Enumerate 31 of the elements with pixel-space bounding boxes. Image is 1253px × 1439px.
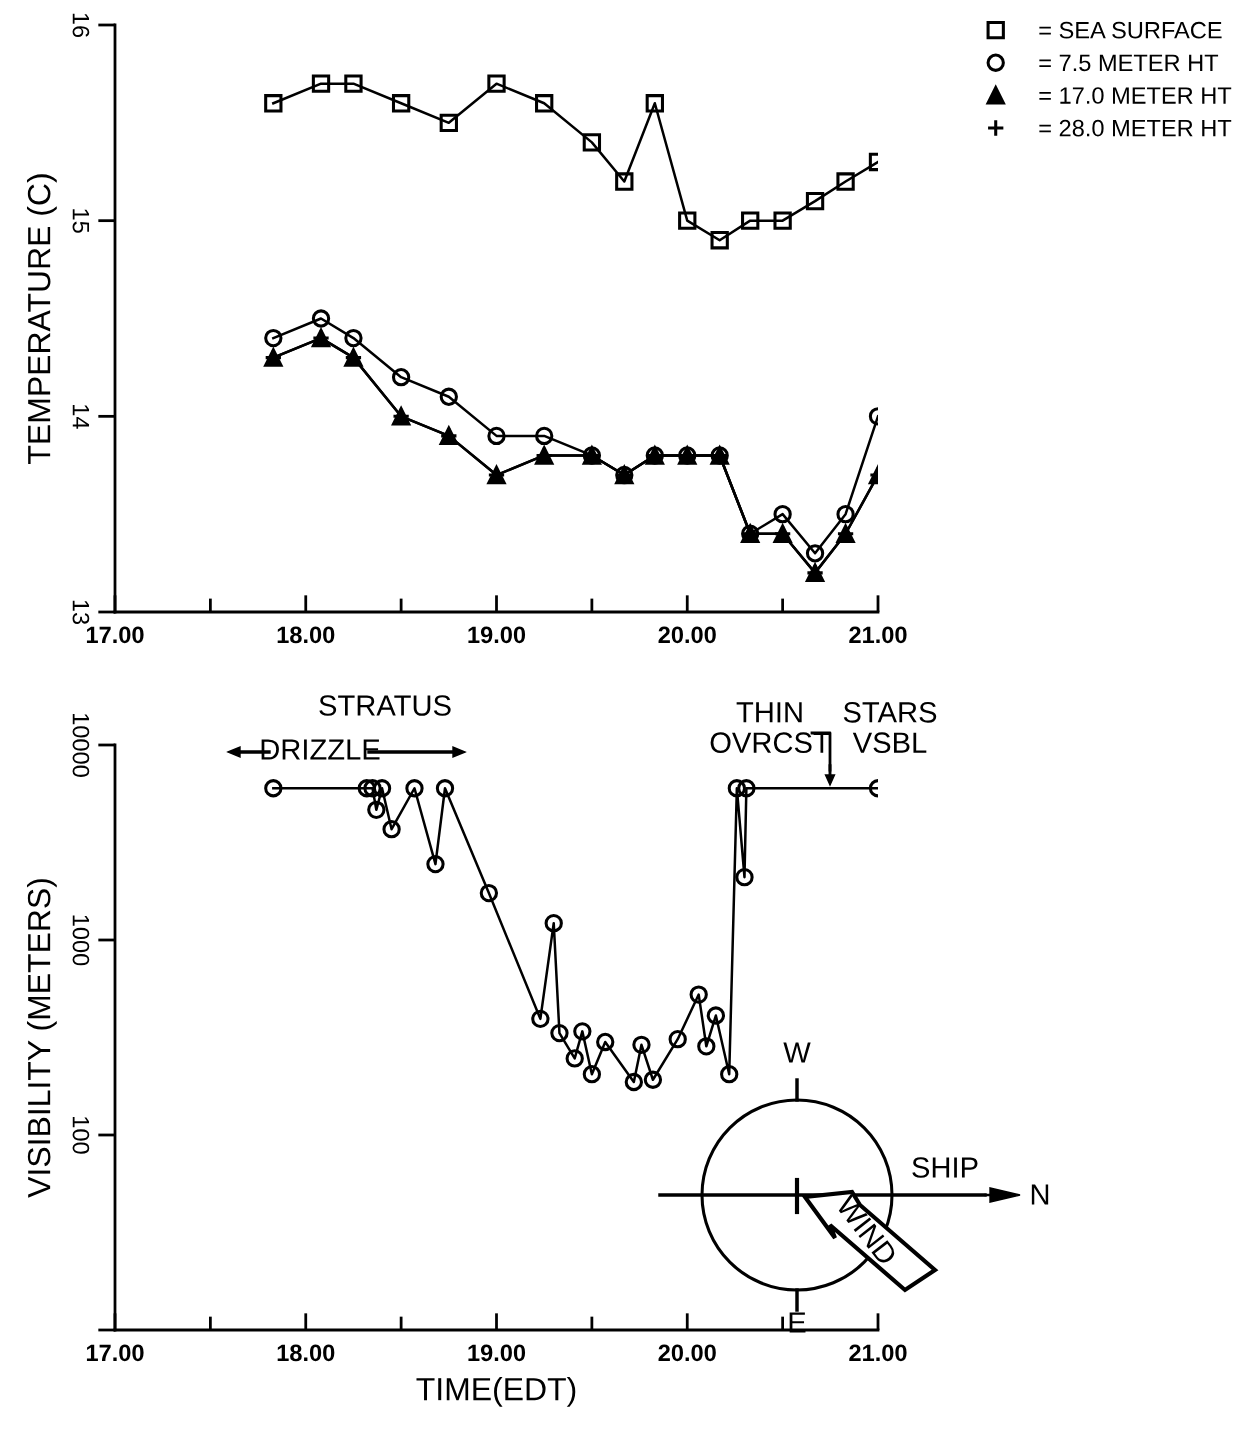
x-tick-label: 17.00 bbox=[86, 626, 144, 644]
x-tick-label: 21.00 bbox=[849, 626, 907, 644]
x-tick-label: 18.00 bbox=[277, 1344, 335, 1362]
y-axis-title: VISIBILITY (METERS) bbox=[26, 879, 57, 1198]
x-axis-title: TIME(EDT) bbox=[416, 1377, 576, 1407]
x-tick-label: 17.00 bbox=[86, 1344, 144, 1362]
y-tick-label: 15 bbox=[72, 209, 90, 233]
y-tick-label: 16 bbox=[72, 13, 90, 38]
x-tick-label: 21.00 bbox=[849, 1344, 907, 1362]
annotation: STARS VSBL bbox=[843, 702, 937, 754]
y-tick-label: 13 bbox=[72, 600, 90, 625]
text: STRATUS bbox=[319, 695, 451, 716]
x-tick-label: 19.00 bbox=[468, 626, 526, 644]
text: SHIP bbox=[912, 1157, 978, 1178]
annotation: W bbox=[783, 1042, 811, 1063]
x-tick-label: 20.00 bbox=[658, 626, 716, 644]
annotation: THIN OVRCST bbox=[710, 702, 831, 754]
y-tick-label: 10000 bbox=[72, 713, 90, 777]
text: N bbox=[1031, 1184, 1049, 1205]
x-tick-label: 19.00 bbox=[468, 1344, 526, 1362]
y-tick-label: 1000 bbox=[72, 915, 90, 966]
legend-label: = SEA SURFACE bbox=[1039, 21, 1222, 39]
x-tick-label: 20.00 bbox=[658, 1344, 716, 1362]
y-axis-title: TEMPERATURE (C) bbox=[26, 174, 57, 464]
y-tick-label: 100 bbox=[72, 1117, 90, 1154]
y-tick-label: 14 bbox=[72, 405, 90, 429]
annotation: DRIZZLE bbox=[261, 739, 380, 760]
legend-label: = 28.0 METER HT bbox=[1039, 119, 1232, 137]
legend-label: = 7.5 METER HT bbox=[1039, 54, 1219, 72]
legend-label: = 17.0 METER HT bbox=[1039, 87, 1232, 104]
x-tick-label: 18.00 bbox=[277, 626, 335, 644]
